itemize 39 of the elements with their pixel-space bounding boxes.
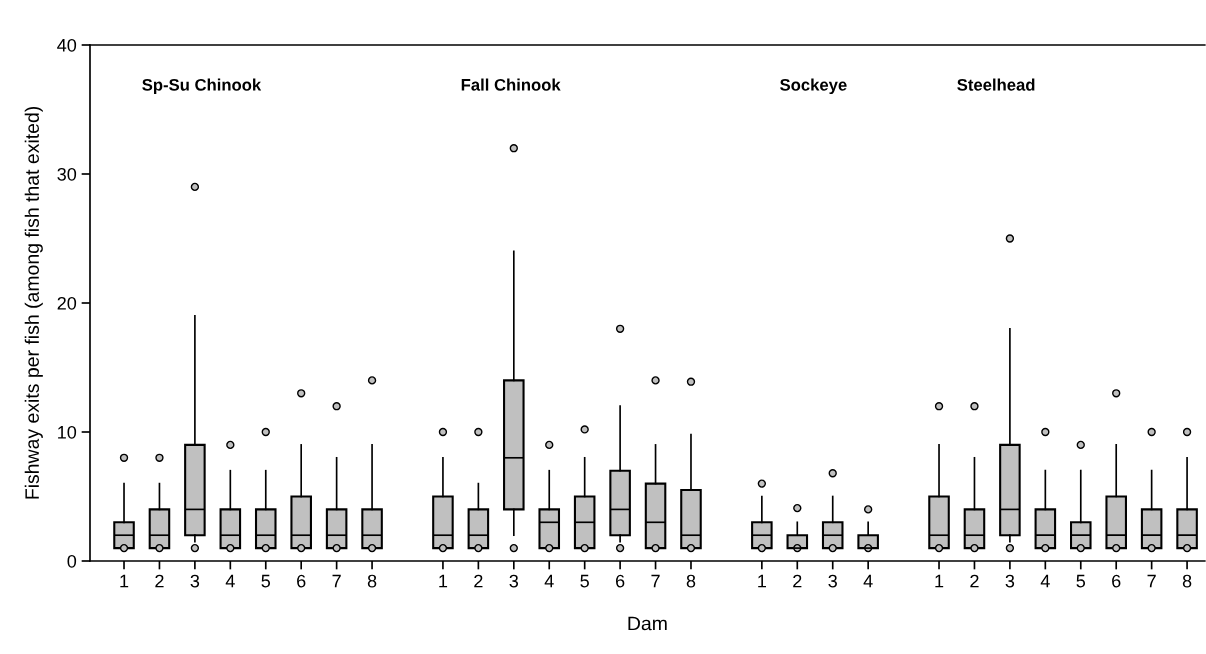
y-tick-label: 0 <box>67 554 77 568</box>
x-tick-label: 6 <box>297 574 306 588</box>
x-tick-label: 3 <box>509 574 519 588</box>
x-tick-label: 1 <box>439 574 448 588</box>
x-tick-label: 8 <box>367 574 377 588</box>
y-tick-label: 40 <box>57 38 77 52</box>
x-tick-label: 8 <box>686 574 696 588</box>
x-tick-label: 2 <box>970 574 979 588</box>
x-tick-label: 5 <box>580 574 589 588</box>
x-tick-label: 4 <box>1040 574 1050 588</box>
y-tick-label: 30 <box>57 167 77 181</box>
annotation: Sockeye <box>780 78 847 95</box>
x-axis-title: Dam <box>628 616 667 631</box>
x-tick-label: 4 <box>225 574 235 588</box>
annotation: Sp-Su Chinook <box>142 78 262 95</box>
y-tick-label: 20 <box>57 296 77 310</box>
x-tick-label: 1 <box>935 574 944 588</box>
x-tick-label: 8 <box>1182 574 1192 588</box>
x-tick-label: 1 <box>758 574 766 588</box>
x-tick-label: 2 <box>155 574 164 588</box>
x-tick-label: 5 <box>1076 574 1086 588</box>
x-tick-label: 4 <box>544 574 554 588</box>
y-axis-title: Fishway exits per fish (among fish that exited) <box>24 106 43 499</box>
x-tick-label: 2 <box>793 574 802 588</box>
x-tick-label: 3 <box>190 574 200 588</box>
x-tick-label: 5 <box>261 574 271 588</box>
x-tick-label: 3 <box>828 574 837 588</box>
x-tick-label: 3 <box>1005 574 1015 588</box>
x-tick-label: 6 <box>616 574 625 588</box>
x-tick-label: 7 <box>1147 574 1156 588</box>
annotation: Fall Chinook <box>461 78 561 91</box>
x-tick-label: 7 <box>651 574 660 588</box>
y-tick-label: 10 <box>58 425 77 439</box>
x-tick-label: 1 <box>120 574 129 588</box>
x-tick-label: 2 <box>474 574 483 588</box>
annotation: Steelhead <box>957 78 1035 91</box>
x-tick-label: 4 <box>863 574 873 588</box>
x-tick-label: 6 <box>1112 574 1121 588</box>
x-tick-label: 7 <box>332 574 341 588</box>
